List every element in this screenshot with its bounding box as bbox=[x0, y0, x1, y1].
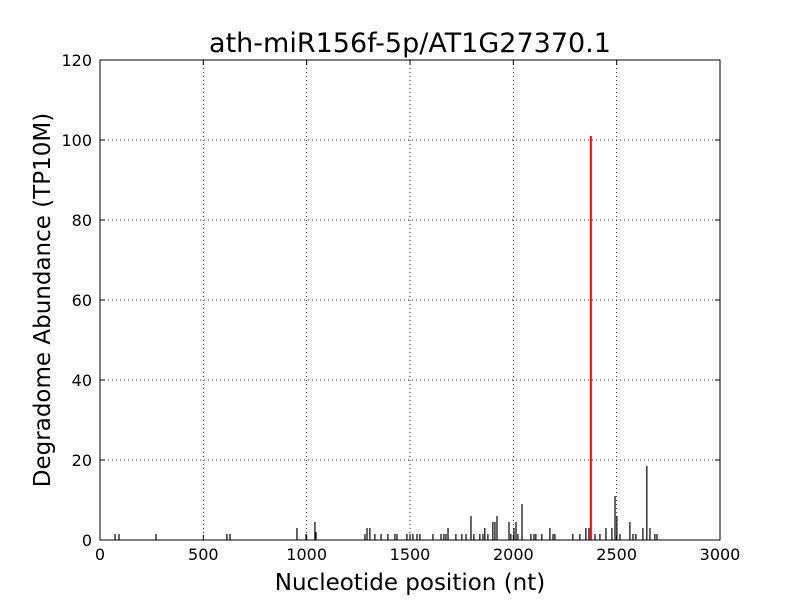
x-tick-label: 500 bbox=[188, 545, 219, 564]
x-tick-label: 1500 bbox=[390, 545, 431, 564]
plot-frame bbox=[99, 59, 721, 541]
y-tick-label: 60 bbox=[72, 291, 92, 310]
x-axis-label: Nucleotide position (nt) bbox=[275, 570, 545, 596]
y-tick-label: 20 bbox=[72, 451, 92, 470]
y-axis-label: Degradome Abundance (TP10M) bbox=[30, 113, 56, 487]
y-tick-label: 100 bbox=[61, 131, 92, 150]
x-tick-label: 3000 bbox=[700, 545, 741, 564]
y-tick-label: 40 bbox=[72, 371, 92, 390]
y-tick-label: 80 bbox=[72, 211, 92, 230]
x-tick-label: 2000 bbox=[493, 545, 534, 564]
y-tick-label: 120 bbox=[61, 51, 92, 70]
x-tick-label: 1000 bbox=[286, 545, 327, 564]
plot-area: 0 500 1000 1500 2000 2500 3000 0 20 40 60 80 100 120 bbox=[61, 51, 740, 564]
chart-title: ath-miR156f-5p/AT1G27370.1 bbox=[209, 28, 611, 59]
y-tick-label: 0 bbox=[82, 531, 92, 550]
x-tick-label: 2500 bbox=[596, 545, 637, 564]
x-tick-label: 0 bbox=[95, 545, 105, 564]
